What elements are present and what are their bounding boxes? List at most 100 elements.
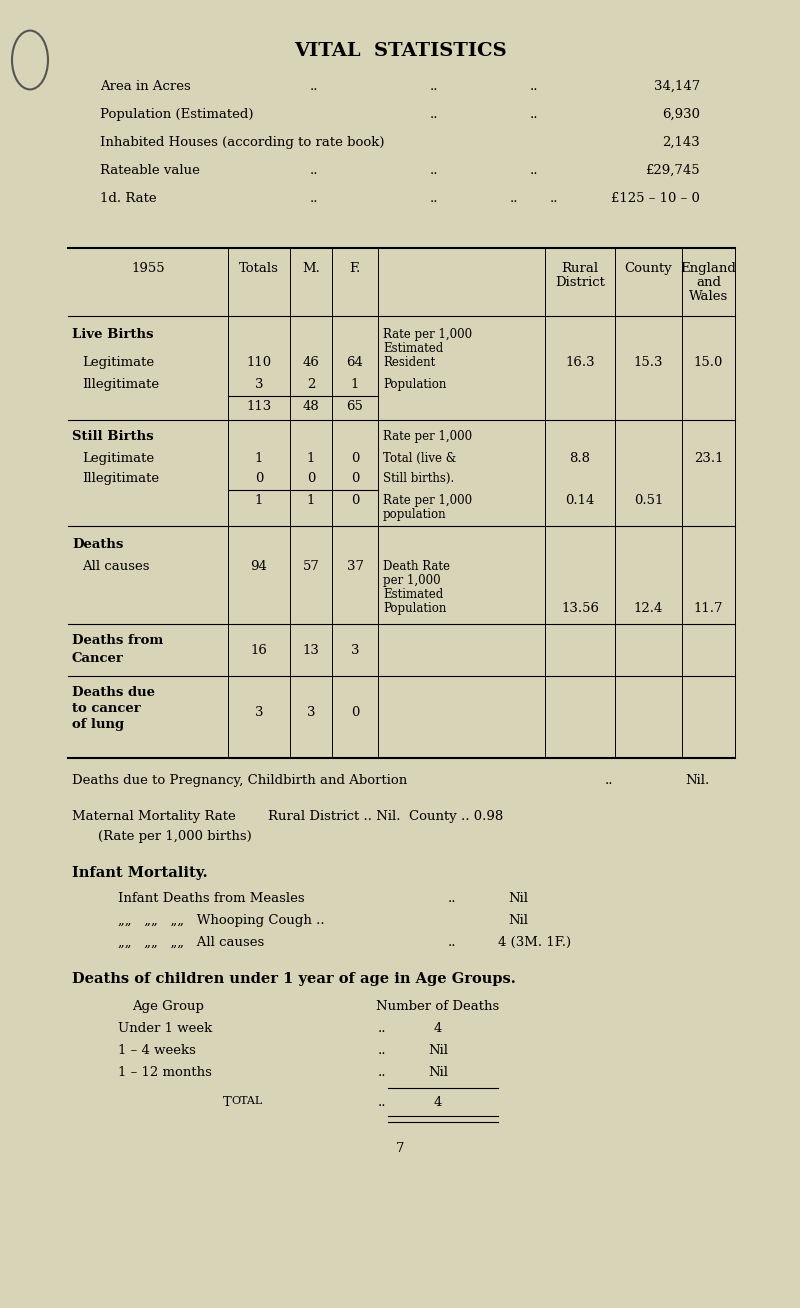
Text: £29,745: £29,745	[646, 164, 700, 177]
Text: 37: 37	[346, 560, 363, 573]
Text: ..: ..	[530, 164, 538, 177]
Text: 4: 4	[434, 1022, 442, 1035]
Text: 0.14: 0.14	[566, 494, 594, 508]
Text: 0: 0	[351, 494, 359, 508]
Text: 7: 7	[396, 1142, 404, 1155]
Text: ..: ..	[310, 80, 318, 93]
Text: Maternal Mortality Rate: Maternal Mortality Rate	[72, 810, 236, 823]
Text: M.: M.	[302, 262, 320, 275]
Text: Illegitimate: Illegitimate	[82, 378, 159, 391]
Text: ..: ..	[605, 774, 614, 787]
Text: £125 – 10 – 0: £125 – 10 – 0	[611, 192, 700, 205]
Text: Number of Deaths: Number of Deaths	[376, 1001, 500, 1012]
Text: Rateable value: Rateable value	[100, 164, 200, 177]
Text: 15.3: 15.3	[634, 356, 663, 369]
Text: 0: 0	[351, 706, 359, 719]
Text: Nil: Nil	[508, 914, 528, 927]
Text: Death Rate: Death Rate	[383, 560, 450, 573]
Text: ..: ..	[430, 164, 438, 177]
Text: 3: 3	[350, 644, 359, 657]
Text: population: population	[383, 508, 446, 521]
Text: 3: 3	[306, 706, 315, 719]
Text: 0: 0	[307, 472, 315, 485]
Text: Live Births: Live Births	[72, 328, 154, 341]
Text: 2,143: 2,143	[662, 136, 700, 149]
Text: 12.4: 12.4	[634, 602, 663, 615]
Text: Still births).: Still births).	[383, 472, 454, 485]
Text: 3: 3	[254, 378, 263, 391]
Text: 1: 1	[307, 453, 315, 466]
Text: 0: 0	[351, 453, 359, 466]
Text: Rural District .. Nil.  County .. 0.98: Rural District .. Nil. County .. 0.98	[268, 810, 503, 823]
Text: Nil: Nil	[508, 892, 528, 905]
Text: Population (Estimated): Population (Estimated)	[100, 109, 254, 122]
Text: Illegitimate: Illegitimate	[82, 472, 159, 485]
Text: ..: ..	[378, 1022, 386, 1035]
Text: Infant Deaths from Measles: Infant Deaths from Measles	[118, 892, 305, 905]
Text: 0: 0	[255, 472, 263, 485]
Text: 23.1: 23.1	[694, 453, 723, 466]
Text: Resident: Resident	[383, 356, 435, 369]
Text: Total (live &: Total (live &	[383, 453, 456, 466]
Text: Under 1 week: Under 1 week	[118, 1022, 212, 1035]
Text: OTAL: OTAL	[231, 1096, 262, 1107]
Text: Nil: Nil	[428, 1044, 448, 1057]
Text: Estimated: Estimated	[383, 341, 443, 354]
Text: 1d. Rate: 1d. Rate	[100, 192, 157, 205]
Text: Deaths due to Pregnancy, Childbirth and Abortion: Deaths due to Pregnancy, Childbirth and …	[72, 774, 407, 787]
Text: 2: 2	[307, 378, 315, 391]
Text: Area in Acres: Area in Acres	[100, 80, 190, 93]
Text: 1: 1	[307, 494, 315, 508]
Text: Deaths from: Deaths from	[72, 634, 163, 647]
Text: ..: ..	[430, 192, 438, 205]
Text: County: County	[625, 262, 672, 275]
Text: District: District	[555, 276, 605, 289]
Text: 0.51: 0.51	[634, 494, 663, 508]
Text: 1: 1	[255, 494, 263, 508]
Text: Legitimate: Legitimate	[82, 453, 154, 466]
Text: „„   „„   „„   Whooping Cough ..: „„ „„ „„ Whooping Cough ..	[118, 914, 325, 927]
Text: 94: 94	[250, 560, 267, 573]
Text: Inhabited Houses (according to rate book): Inhabited Houses (according to rate book…	[100, 136, 385, 149]
Text: ..: ..	[448, 937, 457, 950]
Text: Rate per 1,000: Rate per 1,000	[383, 494, 472, 508]
Text: ..: ..	[310, 192, 318, 205]
Text: 0: 0	[351, 472, 359, 485]
Text: 3: 3	[254, 706, 263, 719]
Text: Nil: Nil	[428, 1066, 448, 1079]
Text: Population: Population	[383, 602, 446, 615]
Text: All causes: All causes	[82, 560, 150, 573]
Text: Totals: Totals	[239, 262, 279, 275]
Text: 4: 4	[434, 1096, 442, 1109]
Text: 13.56: 13.56	[561, 602, 599, 615]
Text: 16.3: 16.3	[565, 356, 595, 369]
Text: ..: ..	[378, 1044, 386, 1057]
Text: 11.7: 11.7	[694, 602, 723, 615]
Text: 13: 13	[302, 644, 319, 657]
Text: Rate per 1,000: Rate per 1,000	[383, 430, 472, 443]
Text: 1: 1	[351, 378, 359, 391]
Text: Wales: Wales	[689, 290, 728, 303]
Text: (Rate per 1,000 births): (Rate per 1,000 births)	[98, 831, 252, 842]
Text: Estimated: Estimated	[383, 589, 443, 600]
Text: 113: 113	[246, 400, 272, 413]
Text: 57: 57	[302, 560, 319, 573]
Text: Rate per 1,000: Rate per 1,000	[383, 328, 472, 341]
Text: 15.0: 15.0	[694, 356, 723, 369]
Text: 16: 16	[250, 644, 267, 657]
Text: F.: F.	[350, 262, 361, 275]
Text: ..: ..	[378, 1066, 386, 1079]
Text: VITAL  STATISTICS: VITAL STATISTICS	[294, 42, 506, 60]
Text: 110: 110	[246, 356, 271, 369]
Text: Rural: Rural	[562, 262, 598, 275]
Text: 1 – 12 months: 1 – 12 months	[118, 1066, 212, 1079]
Text: to cancer: to cancer	[72, 702, 141, 715]
Text: and: and	[696, 276, 721, 289]
Text: Deaths of children under 1 year of age in Age Groups.: Deaths of children under 1 year of age i…	[72, 972, 516, 986]
Text: per 1,000: per 1,000	[383, 574, 441, 587]
Text: ..: ..	[448, 892, 457, 905]
Text: Cancer: Cancer	[72, 651, 124, 664]
Text: ..: ..	[430, 109, 438, 122]
Text: ..: ..	[310, 164, 318, 177]
Text: T: T	[223, 1096, 232, 1109]
